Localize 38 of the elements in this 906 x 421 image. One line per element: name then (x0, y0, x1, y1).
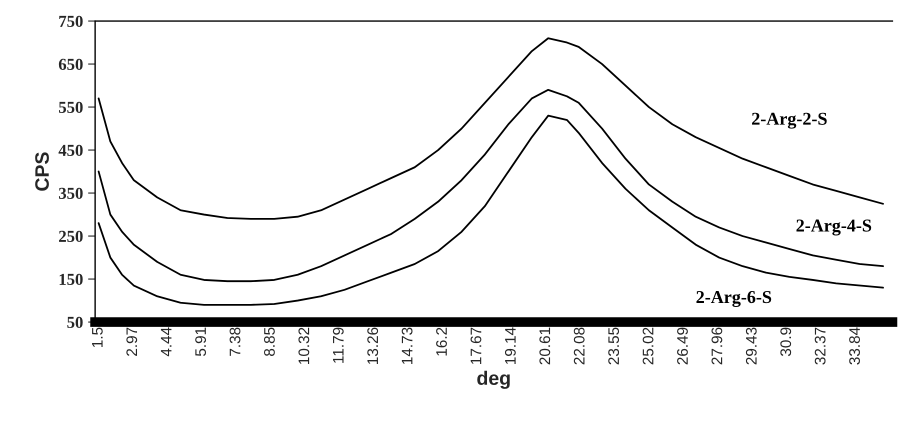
x-tick-label: 26.49 (677, 328, 688, 364)
x-tick-label: 8.85 (264, 328, 275, 356)
x-tick-label: 27.96 (711, 328, 722, 364)
x-tick-label: 10.32 (298, 328, 310, 364)
x-tick-label: 29.43 (746, 328, 757, 364)
x-tick-label: 1.5 (92, 328, 103, 347)
x-tick-label: 32.37 (814, 328, 826, 365)
series-label: 2-Arg-4-S (796, 220, 872, 236)
y-tick-label: 550 (58, 102, 83, 113)
x-tick-label: 2.97 (126, 328, 138, 356)
y-axis-title: CPS (35, 152, 49, 191)
x-tick-label: 23.55 (608, 328, 620, 364)
x-tick-label: 11.79 (332, 328, 344, 363)
x-tick-label: 14.73 (402, 328, 413, 364)
series-label: 2-Arg-6-S (696, 291, 772, 307)
x-tick-label: 25.02 (642, 328, 654, 364)
x-tick-label: 16.2 (436, 328, 447, 356)
x-tick-label: 30.9 (780, 328, 792, 356)
x-tick-label: 22.08 (574, 328, 585, 364)
x-tick-label: 4.44 (160, 327, 172, 356)
series-label: 2-Arg-2-S (752, 112, 827, 129)
y-tick-label: 50 (67, 316, 83, 328)
y-tick-label: 250 (59, 230, 83, 242)
x-tick-label: 20.61 (539, 328, 550, 364)
y-tick-label: 150 (60, 274, 83, 286)
x-tick-label: 13.26 (367, 328, 378, 364)
line-series (98, 88, 884, 282)
y-tick-label: 750 (59, 16, 83, 27)
y-tick-label: 450 (58, 144, 83, 156)
x-tick-label: 33.84 (849, 327, 860, 365)
x-axis-title: deg (477, 370, 510, 389)
x-tick-label: 17.67 (470, 328, 482, 364)
line-series (98, 37, 884, 220)
x-tick-label: 7.38 (230, 328, 240, 356)
x-tick-label: 19.14 (504, 327, 516, 364)
y-tick-label: 350 (58, 188, 83, 200)
x-tick-label: 5.91 (195, 328, 206, 356)
y-tick-label: 650 (58, 58, 83, 70)
